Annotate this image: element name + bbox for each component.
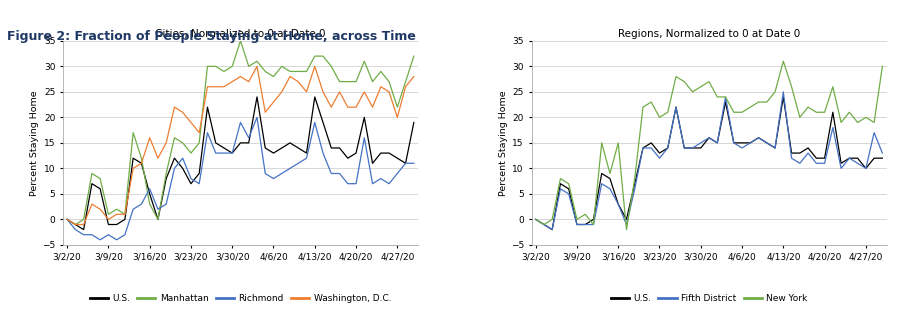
Legend: U.S., Manhattan, Richmond, Washington, D.C.: U.S., Manhattan, Richmond, Washington, D… — [86, 290, 395, 306]
Title: Cities, Normalized to 0 at Date 0: Cities, Normalized to 0 at Date 0 — [155, 29, 326, 39]
Text: Figure 2: Fraction of People Staying at Home, across Time: Figure 2: Fraction of People Staying at … — [7, 30, 416, 43]
Y-axis label: Percent Staying Home: Percent Staying Home — [31, 90, 40, 196]
Y-axis label: Percent Staying Home: Percent Staying Home — [499, 90, 508, 196]
Legend: U.S., Fifth District, New York: U.S., Fifth District, New York — [608, 290, 811, 306]
Title: Regions, Normalized to 0 at Date 0: Regions, Normalized to 0 at Date 0 — [618, 29, 800, 39]
